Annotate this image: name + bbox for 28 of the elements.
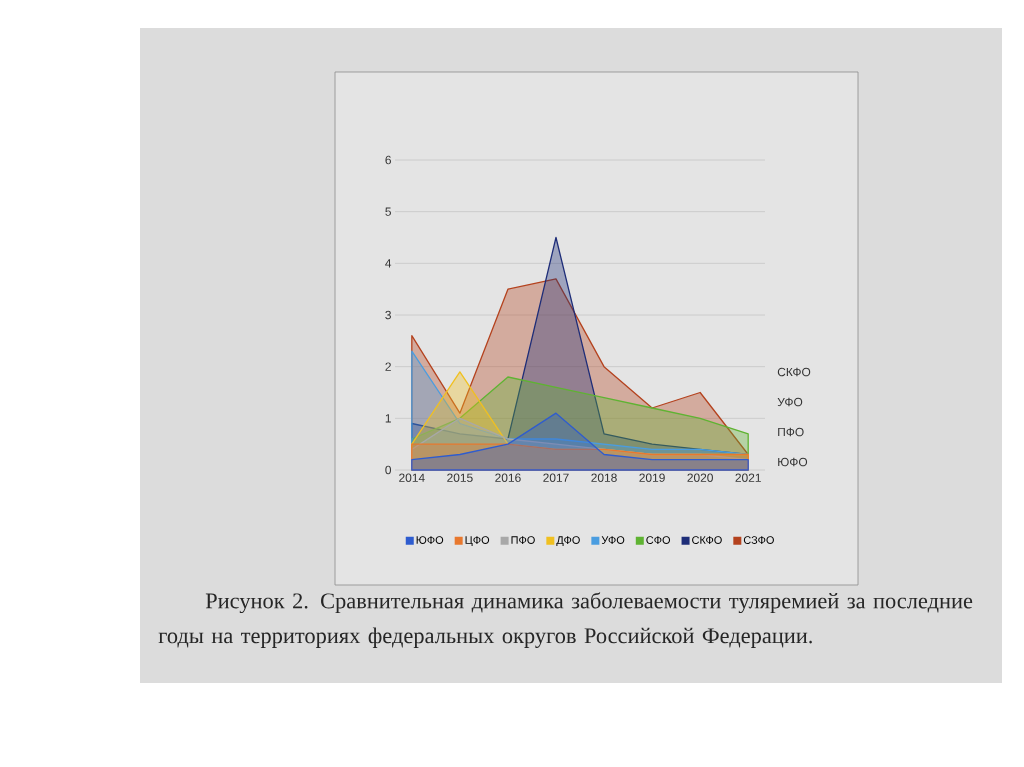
x-tick-label: 2017 — [543, 473, 569, 482]
legend-label: СФО — [646, 536, 671, 544]
y-tick-label: 1 — [385, 414, 391, 423]
y-tick-label: 2 — [385, 362, 391, 371]
x-tick-label: 2020 — [687, 473, 713, 482]
text: УФО — [777, 397, 803, 407]
legend-label: ЮФО — [416, 536, 444, 544]
legend-label: УФО — [601, 536, 625, 544]
y-tick-label: 0 — [385, 465, 392, 475]
text: Рисунок 2. Сравнительная динамика заболеваемости туляремией за последние годы на территориях федеральных округов Российской Федерации. — [158, 592, 973, 648]
text: ПФО — [778, 427, 804, 437]
y-tick-label: 3 — [385, 310, 391, 320]
x-tick-label: 2014 — [399, 473, 425, 482]
text: СКФО — [777, 367, 811, 377]
text: ЮФО — [778, 457, 808, 467]
legend-label: ПФО — [511, 536, 535, 544]
legend-label: СКФО — [692, 536, 722, 544]
legend-label: СЗФО — [743, 536, 774, 544]
legend-label: ЦФО — [465, 536, 490, 547]
x-tick-label: 2021 — [735, 473, 761, 482]
y-tick-label: 6 — [385, 155, 391, 165]
y-tick-label: 5 — [385, 207, 391, 216]
legend-label: ДФО — [556, 536, 580, 547]
x-tick-label: 2016 — [495, 473, 521, 482]
x-tick-label: 2015 — [447, 473, 473, 482]
x-tick-label: 2019 — [639, 473, 665, 482]
x-tick-label: 2018 — [591, 473, 617, 482]
y-tick-label: 4 — [385, 259, 392, 268]
